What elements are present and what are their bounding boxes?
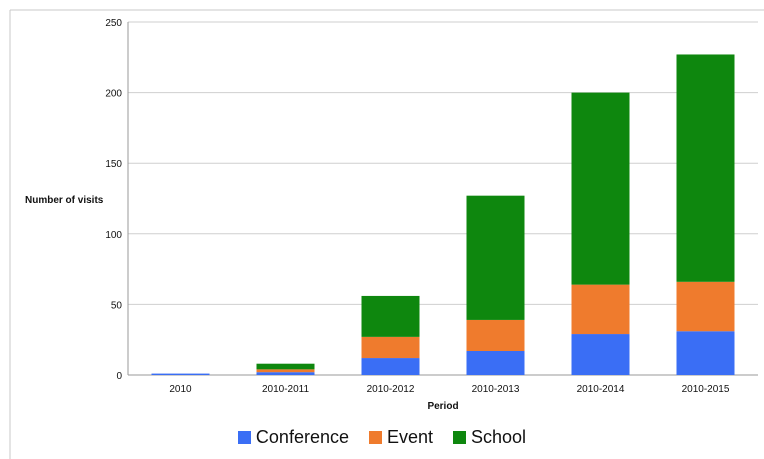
bar-segment-school <box>676 54 735 282</box>
bar-segment-event <box>256 369 315 373</box>
legend-item-school: School <box>453 427 526 448</box>
legend-label-event: Event <box>386 427 434 447</box>
bar-segment-event <box>571 284 630 335</box>
legend: Conference Event School <box>0 427 764 448</box>
bar-segment-event <box>361 336 420 359</box>
gridlines <box>127 21 758 376</box>
x-tick-labels: 2010 2010-2011 2010-2012 2010-2013 2010-2014… <box>169 384 729 395</box>
bars <box>151 54 735 375</box>
bar-segment-school <box>256 363 315 370</box>
y-tick-labels: 0 50 100 150 200 250 <box>105 18 122 382</box>
y-tick-label: 50 <box>111 300 123 311</box>
y-tick-label: 100 <box>105 230 122 241</box>
legend-item-event: Event <box>368 427 434 448</box>
bar-segment-conference <box>571 334 630 375</box>
bar-segment-conference <box>256 372 315 375</box>
legend-swatch-conference <box>237 431 251 444</box>
legend-swatch-school <box>453 431 467 444</box>
bar-segment-school <box>571 92 630 285</box>
x-tick-label: 2010-2014 <box>577 384 625 395</box>
y-tick-label: 150 <box>105 159 122 170</box>
x-tick-label: 2010 <box>169 384 192 395</box>
bar-segment-conference <box>466 350 525 375</box>
x-tick-label: 2010-2013 <box>472 384 520 395</box>
bar-segment-event <box>466 319 525 351</box>
bar-segment-conference <box>151 373 210 375</box>
legend-item-conference: Conference <box>237 427 349 448</box>
bar-segment-conference <box>361 358 420 375</box>
x-tick-label: 2010-2012 <box>367 384 415 395</box>
legend-swatch-event <box>368 431 382 444</box>
bar-segment-school <box>466 195 525 320</box>
y-tick-label: 200 <box>105 89 122 100</box>
bar-segment-conference <box>676 331 735 375</box>
legend-label-school: School <box>471 427 527 447</box>
y-tick-label: 250 <box>105 18 122 29</box>
x-tick-label: 2010-2015 <box>682 384 730 395</box>
legend-label-conference: Conference <box>255 427 349 447</box>
y-tick-label: 0 <box>116 371 122 382</box>
bar-segment-event <box>676 281 735 332</box>
x-tick-label: 2010-2011 <box>262 384 310 395</box>
x-axis-label: Period <box>427 401 458 412</box>
y-axis-label: Number of visits <box>25 195 104 206</box>
bar-segment-school <box>361 295 420 337</box>
